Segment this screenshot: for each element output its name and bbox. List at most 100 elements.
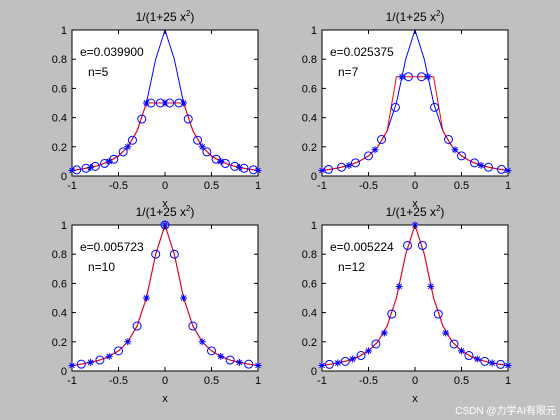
error-annotation: e=0.005723 xyxy=(80,240,144,254)
y-tick-label: 0.6 xyxy=(302,278,317,290)
x-tick-label: -1 xyxy=(67,180,77,192)
marker-circle xyxy=(403,240,413,250)
x-tick-label: 1 xyxy=(255,375,261,387)
marker-star xyxy=(68,361,76,369)
marker-star xyxy=(473,355,481,363)
subplot-2: -1 -0.5 0 0.5 1 0 0.2 0.4 0.6 0.8 1 1/(1+25 x2) x e=0… xyxy=(302,9,512,210)
marker-circle xyxy=(430,102,440,112)
marker-star xyxy=(124,338,132,346)
marker-star xyxy=(349,355,357,363)
marker-circle xyxy=(337,162,347,172)
marker-circle xyxy=(183,114,193,124)
marker-circle xyxy=(496,164,506,174)
error-annotation: e=0.005224 xyxy=(330,240,394,254)
marker-star xyxy=(442,329,450,337)
y-tick-label: 0.8 xyxy=(302,54,317,66)
y-tick-label: 0.4 xyxy=(52,113,67,125)
x-tick-label: -0.5 xyxy=(109,180,128,192)
x-tick-label: 0.5 xyxy=(204,375,219,387)
marker-circle xyxy=(220,158,230,168)
x-axis-label: x xyxy=(162,198,168,210)
marker-circle xyxy=(193,135,203,145)
y-tick-label: 0.6 xyxy=(52,83,67,95)
marker-star xyxy=(105,352,113,360)
marker-star xyxy=(254,361,262,369)
marker-star xyxy=(380,329,388,337)
error-annotation: e=0.039900 xyxy=(80,45,144,59)
x-tick-label: 0.5 xyxy=(204,180,219,192)
marker-star xyxy=(105,157,113,165)
marker-star xyxy=(87,163,95,171)
marker-star xyxy=(365,347,372,355)
subplot-3: -1 -0.5 0 0.5 1 0 0.2 0.4 0.6 0.8 1 1/(1+25 x2) x e=0… xyxy=(52,204,262,405)
marker-circle xyxy=(457,151,466,161)
marker-circle xyxy=(356,351,366,361)
marker-circle xyxy=(417,240,427,250)
y-tick-label: 0.8 xyxy=(52,54,67,66)
marker-star xyxy=(504,166,512,174)
marker-star xyxy=(427,282,435,290)
marker-star xyxy=(217,352,225,360)
marker-circle xyxy=(324,164,334,174)
marker-circle xyxy=(109,154,119,164)
marker-circle xyxy=(480,356,490,366)
marker-circle xyxy=(225,355,235,365)
marker-circle xyxy=(340,356,350,366)
y-tick-label: 0 xyxy=(311,366,317,378)
marker-circle xyxy=(137,114,147,124)
x-tick-label: 0 xyxy=(412,375,418,387)
marker-circle xyxy=(127,135,137,145)
marker-star xyxy=(235,358,243,366)
marker-circle xyxy=(202,147,212,157)
subplot-title: 1/(1+25 x2) xyxy=(136,204,195,219)
marker-star xyxy=(395,282,403,290)
x-tick-label: 0.5 xyxy=(454,375,469,387)
x-tick-label: -1 xyxy=(317,180,327,192)
marker-star xyxy=(477,161,485,169)
marker-star xyxy=(217,157,225,165)
y-tick-label: 0.2 xyxy=(302,142,317,154)
marker-circle xyxy=(188,321,198,331)
x-axis-label: x xyxy=(412,393,418,405)
x-tick-label: 0 xyxy=(162,180,168,192)
subplot-title: 1/(1+25 x2) xyxy=(136,9,195,24)
marker-star xyxy=(198,338,206,346)
marker-star xyxy=(142,99,150,107)
y-tick-label: 1 xyxy=(61,220,67,232)
marker-star xyxy=(180,99,188,107)
marker-circle xyxy=(169,249,179,259)
marker-star xyxy=(87,358,95,366)
y-tick-label: 0 xyxy=(311,171,317,183)
x-tick-label: 0 xyxy=(412,180,418,192)
y-tick-label: 0.2 xyxy=(52,142,67,154)
marker-star xyxy=(124,143,132,151)
marker-star xyxy=(254,166,262,174)
marker-star xyxy=(504,361,512,369)
marker-circle xyxy=(449,339,459,349)
marker-circle xyxy=(443,135,453,144)
subplot-1: -1 -0.5 0 0.5 1 0 0.2 0.4 0.6 0.8 1 1/(1+25 x2) x e=0… xyxy=(52,9,262,210)
y-tick-label: 0.2 xyxy=(302,337,317,349)
marker-circle xyxy=(118,147,128,157)
marker-circle xyxy=(377,135,387,144)
subplot-4: -1 -0.5 0 0.5 1 0 0.2 0.4 0.6 0.8 1 1/(1+25 x2) x e=0… xyxy=(302,204,512,405)
n-annotation: n=7 xyxy=(338,65,359,79)
y-tick-label: 0.8 xyxy=(302,249,317,261)
x-tick-label: 1 xyxy=(505,375,511,387)
marker-star xyxy=(488,359,496,367)
marker-star xyxy=(142,294,150,302)
axes-frame xyxy=(321,29,509,177)
x-tick-label: 1 xyxy=(255,180,261,192)
y-tick-label: 0.4 xyxy=(52,308,67,320)
marker-star xyxy=(235,163,243,171)
marker-circle xyxy=(496,359,506,369)
y-tick-label: 0.2 xyxy=(52,337,67,349)
subplot-title: 1/(1+25 x2) xyxy=(386,9,445,24)
marker-star xyxy=(371,146,379,154)
marker-circle xyxy=(387,309,397,319)
y-tick-label: 0.8 xyxy=(52,249,67,261)
x-axis-label: x xyxy=(162,393,168,405)
axes-frame xyxy=(321,224,509,372)
marker-circle xyxy=(483,162,493,172)
